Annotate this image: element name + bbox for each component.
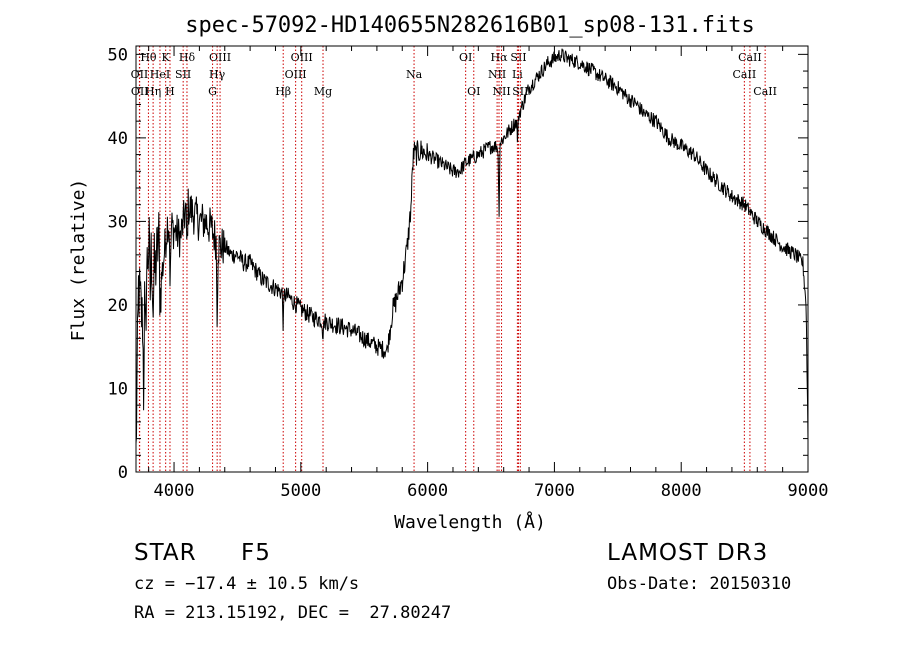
line-label: Hβ [275,85,291,98]
line-label: SII [510,51,526,64]
y-tick-label: 20 [108,296,128,316]
line-label: CaII [753,85,777,98]
line-label: OIII [209,51,231,64]
coordinates: RA = 213.15192, DEC = 27.80247 [134,603,452,623]
line-label: K [162,51,171,64]
line-label: Na [406,68,423,81]
line-label: Hδ [179,51,196,64]
line-label: CaII [738,51,762,64]
line-label: SII [175,68,191,81]
line-label: Hα [490,51,508,64]
y-tick-label: 10 [108,379,128,399]
x-axis-label: Wavelength (Å) [394,511,546,533]
line-label: HeI [150,68,170,81]
line-label: OII [131,85,149,98]
line-label: NII [488,68,506,81]
x-tick-label: 5000 [280,481,321,501]
x-tick-label: 6000 [407,481,448,501]
chart-title: spec-57092-HD140655N282616B01_sp08-131.f… [185,13,755,38]
line-label: OIII [291,51,313,64]
line-label: Li [512,68,523,81]
x-tick-label: 8000 [661,481,702,501]
line-label: OI [459,51,472,64]
object-class: STAR [134,540,197,566]
survey-name: LAMOST DR3 [607,540,769,566]
x-tick-label: 4000 [154,481,195,501]
line-label: OIII [285,68,307,81]
y-tick-label: 0 [118,463,128,483]
y-axis-label: Flux (relative) [68,179,89,342]
line-label: Mg [314,85,332,98]
line-label: Hη [145,85,161,98]
line-label: NII [492,85,510,98]
x-tick-label: 7000 [534,481,575,501]
line-label: CaII [733,68,757,81]
object-subclass: F5 [241,540,271,566]
line-label: OI [467,85,480,98]
line-label: Hγ [209,68,226,81]
y-tick-label: 50 [108,45,128,65]
obs-date: Obs-Date: 20150310 [607,574,792,594]
line-label: G [208,85,217,98]
line-label: H [165,85,175,98]
redshift-text: cz = −17.4 ± 10.5 km/s [134,574,360,594]
y-tick-label: 40 [108,129,128,149]
spectrum-line [135,48,809,444]
y-tick-label: 30 [108,212,128,232]
x-tick-label: 9000 [788,481,829,501]
plot-frame [135,45,809,473]
line-label: Hθ [140,51,157,64]
